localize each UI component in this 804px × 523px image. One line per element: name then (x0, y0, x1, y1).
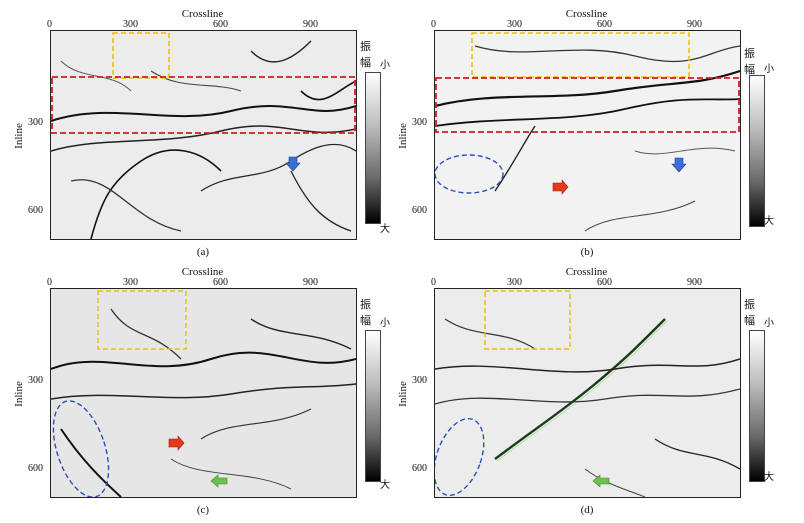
x-tick-600: 600 (213, 19, 228, 30)
y-axis-title: Inline (396, 123, 409, 149)
colorbar-low-label: 小 (380, 318, 390, 329)
x-tick-900: 900 (303, 277, 318, 288)
y-tick-300: 300 (412, 117, 427, 128)
yellow-box-highlight (471, 32, 690, 78)
seismic-texture (51, 31, 356, 239)
colorbar-low-label: 小 (764, 318, 774, 329)
colorbar-title: 振幅 (360, 41, 371, 69)
x-tick-600: 600 (597, 19, 612, 30)
green-arrow-marker (210, 474, 228, 488)
y-tick-600: 600 (412, 463, 427, 474)
yellow-box-highlight (484, 290, 571, 350)
seismic-texture (435, 289, 740, 497)
y-tick-300: 300 (412, 375, 427, 386)
x-tick-900: 900 (303, 19, 318, 30)
colorbar (365, 72, 381, 224)
x-tick-600: 600 (213, 277, 228, 288)
yellow-box-highlight (112, 32, 170, 79)
colorbar-title: 振幅 (744, 48, 755, 76)
panel-b: Crossline 0 300 600 900 Inline 300 600 振… (384, 0, 774, 258)
x-axis-title: Crossline (181, 8, 224, 20)
y-tick-300: 300 (28, 117, 43, 128)
panel-d: Crossline 0 300 600 900 Inline 300 600 振… (384, 258, 774, 516)
colorbar-low-label: 小 (380, 60, 390, 71)
x-tick-0: 0 (431, 277, 436, 288)
x-tick-900: 900 (687, 19, 702, 30)
blue-ellipse-highlight (52, 400, 110, 497)
blue-arrow-marker (671, 157, 687, 173)
colorbar-high-label: 大 (380, 224, 390, 235)
seismic-attribute-image (434, 30, 741, 240)
y-axis-title: Inline (396, 381, 409, 407)
colorbar-high-label: 大 (380, 480, 390, 491)
x-tick-300: 300 (123, 277, 138, 288)
y-axis-title: Inline (12, 123, 25, 149)
x-tick-300: 300 (507, 277, 522, 288)
blue-arrow-marker (285, 156, 301, 172)
panel-a: Crossline 0 300 600 900 Inline 300 600 振… (0, 0, 390, 258)
seismic-attribute-image (50, 30, 357, 240)
green-arrow-marker (592, 474, 610, 488)
colorbar-title: 振幅 (360, 299, 371, 327)
y-tick-300: 300 (28, 375, 43, 386)
red-box-highlight (435, 77, 740, 133)
colorbar-low-label: 小 (764, 64, 774, 75)
colorbar (365, 330, 381, 482)
colorbar-high-label: 大 (764, 472, 774, 483)
panel-caption: (b) (580, 246, 594, 258)
y-tick-600: 600 (28, 463, 43, 474)
panel-c: Crossline 0 300 600 900 Inline 300 600 振… (0, 258, 390, 516)
x-tick-300: 300 (123, 19, 138, 30)
colorbar-high-label: 大 (764, 216, 774, 227)
y-tick-600: 600 (412, 205, 427, 216)
seismic-texture (51, 289, 356, 497)
x-tick-300: 300 (507, 19, 522, 30)
panel-caption: (d) (580, 504, 594, 516)
seismic-attribute-image (50, 288, 357, 498)
seismic-attribute-image (434, 288, 741, 498)
yellow-box-highlight (97, 290, 187, 350)
panel-caption: (c) (196, 504, 210, 516)
panel-caption: (a) (196, 246, 210, 258)
seismic-texture (435, 31, 740, 239)
x-axis-title: Crossline (565, 266, 608, 278)
x-axis-title: Crossline (565, 8, 608, 20)
x-tick-0: 0 (431, 19, 436, 30)
x-tick-600: 600 (597, 277, 612, 288)
x-tick-0: 0 (47, 19, 52, 30)
red-arrow-marker (552, 179, 569, 195)
y-tick-600: 600 (28, 205, 43, 216)
blue-ellipse-highlight (435, 154, 504, 194)
blue-ellipse-highlight (435, 417, 485, 497)
colorbar (749, 330, 765, 482)
colorbar (749, 75, 765, 227)
red-arrow-marker (168, 435, 185, 451)
colorbar-title: 振幅 (744, 299, 755, 327)
x-tick-0: 0 (47, 277, 52, 288)
y-axis-title: Inline (12, 381, 25, 407)
red-box-highlight (51, 76, 356, 134)
x-axis-title: Crossline (181, 266, 224, 278)
x-tick-900: 900 (687, 277, 702, 288)
